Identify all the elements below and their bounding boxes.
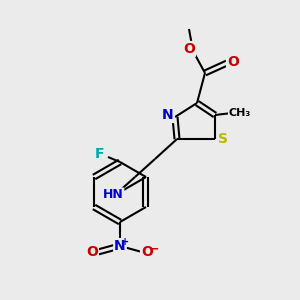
Text: O: O [183,42,195,56]
Text: F: F [95,147,105,161]
Text: HN: HN [103,188,123,202]
Text: +: + [121,237,129,247]
Text: −: − [149,242,159,256]
Text: N: N [162,108,174,122]
Text: O: O [141,245,153,259]
Text: N: N [114,239,126,253]
Text: O: O [86,245,98,259]
Text: O: O [227,55,239,69]
Text: CH₃: CH₃ [229,108,251,118]
Text: S: S [218,132,228,146]
